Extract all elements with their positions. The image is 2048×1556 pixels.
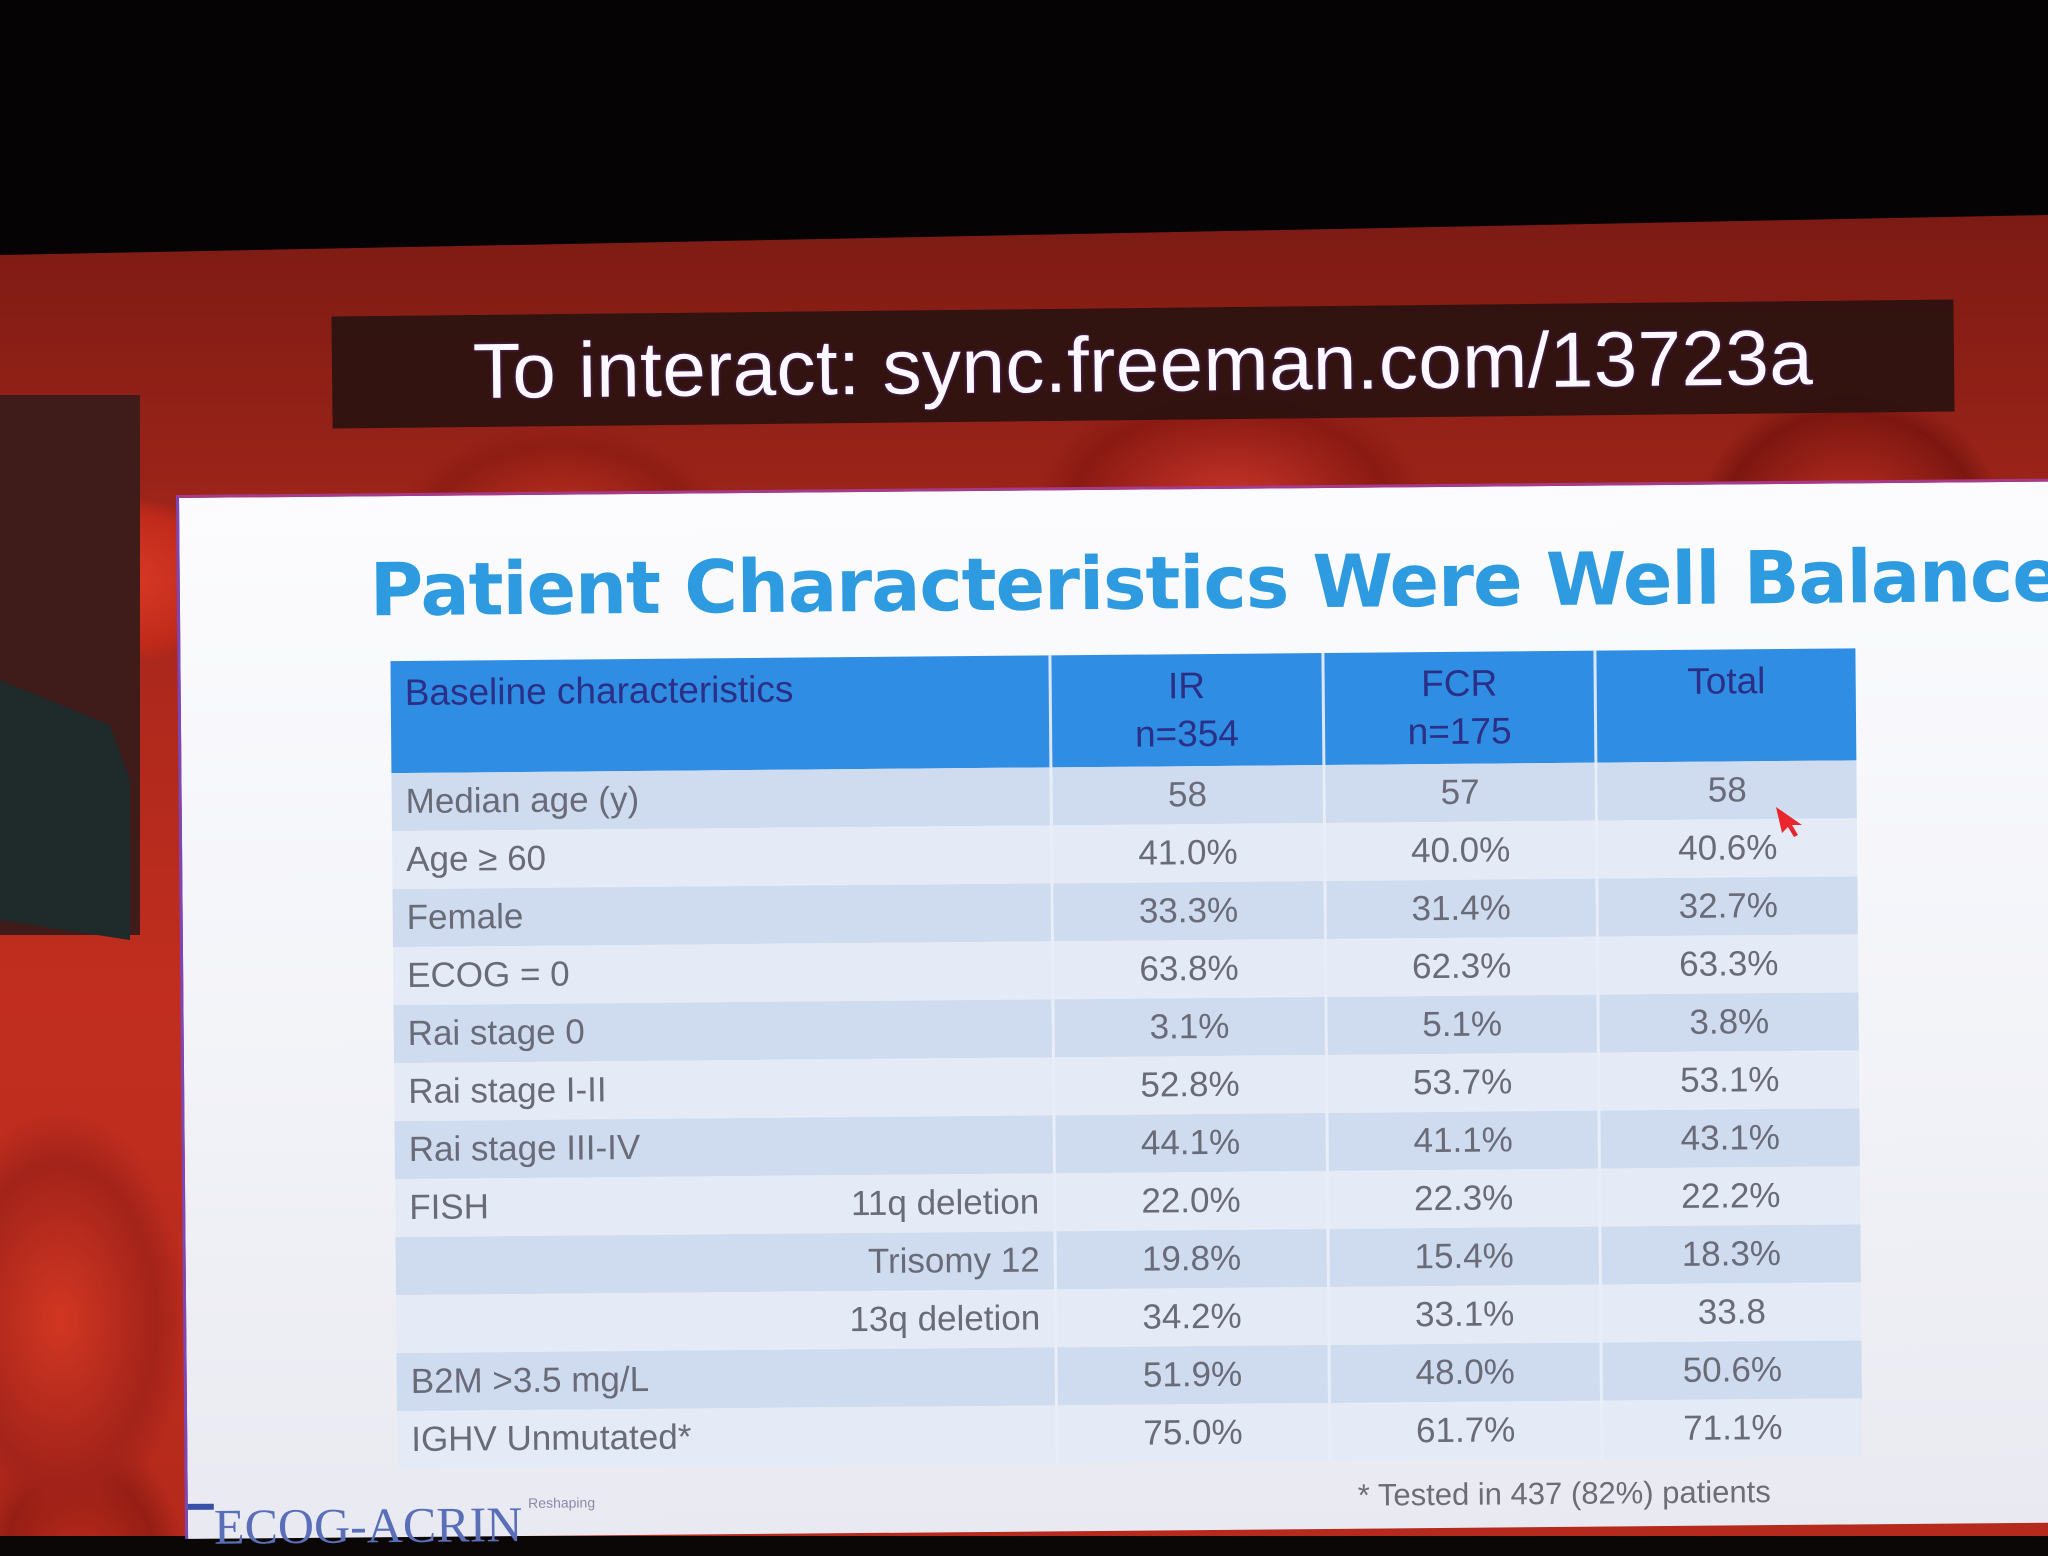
row-label: B2M >3.5 mg/L xyxy=(396,1347,1057,1412)
cell-fcr: 22.3% xyxy=(1327,1168,1601,1229)
cell-ir: 58 xyxy=(1050,764,1325,826)
interaction-url-text: To interact: sync.freeman.com/13723a xyxy=(472,312,1814,415)
row-label: Trisomy 12 xyxy=(395,1231,1056,1296)
column-header-fcr: FCR n=175 xyxy=(1322,650,1597,765)
cell-total: 22.2% xyxy=(1599,1166,1861,1227)
interaction-banner: To interact: sync.freeman.com/13723a xyxy=(331,299,1955,429)
cell-total: 50.6% xyxy=(1601,1340,1862,1401)
cell-fcr: 31.4% xyxy=(1324,878,1598,939)
row-label: Rai stage III-IV xyxy=(394,1115,1055,1180)
table-header-row: Baseline characteristics IR n=354 FCR n=… xyxy=(390,648,1857,774)
cell-ir: 44.1% xyxy=(1053,1112,1328,1174)
column-header-ir: IR n=354 xyxy=(1049,653,1324,768)
slide-title: Patient Characteristics Were Well Balanc… xyxy=(369,533,2048,634)
laser-pointer-icon xyxy=(1776,807,1802,837)
cell-total: 3.8% xyxy=(1598,992,1859,1053)
cell-total: 53.1% xyxy=(1598,1050,1860,1111)
ecog-acrin-logo: ECOG-ACRIN Reshaping xyxy=(187,1494,596,1556)
cell-total: 58 xyxy=(1596,760,1857,821)
cell-total: 40.6% xyxy=(1596,818,1858,879)
row-label: ECOG = 0 xyxy=(392,941,1053,1006)
cell-total: 32.7% xyxy=(1597,876,1858,937)
cell-fcr: 5.1% xyxy=(1325,994,1599,1055)
cell-fcr: 62.3% xyxy=(1325,936,1599,997)
column-header-total: Total xyxy=(1595,648,1857,763)
row-label: Age ≥ 60 xyxy=(391,825,1052,890)
cell-total: 71.1% xyxy=(1601,1398,1863,1459)
cell-ir: 51.9% xyxy=(1055,1344,1330,1406)
baseline-characteristics-table: Baseline characteristics IR n=354 FCR n=… xyxy=(390,648,1863,1470)
cell-fcr: 53.7% xyxy=(1326,1052,1600,1113)
cell-total: 63.3% xyxy=(1597,934,1859,995)
cell-ir: 19.8% xyxy=(1054,1228,1329,1290)
row-label: Rai stage 0 xyxy=(393,999,1054,1064)
row-label: IGHV Unmutated* xyxy=(397,1405,1057,1470)
cell-ir: 41.0% xyxy=(1051,822,1325,884)
cell-total: 33.8 xyxy=(1600,1282,1862,1343)
logo-mark-icon xyxy=(187,1503,214,1510)
cell-fcr: 61.7% xyxy=(1329,1400,1603,1461)
cell-total: 18.3% xyxy=(1600,1224,1861,1285)
cell-ir: 3.1% xyxy=(1052,996,1327,1058)
cell-ir: 34.2% xyxy=(1055,1286,1329,1348)
cell-ir: 52.8% xyxy=(1053,1054,1327,1116)
cell-ir: 22.0% xyxy=(1054,1170,1328,1232)
cell-fcr: 48.0% xyxy=(1328,1342,1602,1403)
column-header-baseline: Baseline characteristics xyxy=(390,655,1051,774)
cell-ir: 33.3% xyxy=(1051,880,1326,942)
cell-fcr: 40.0% xyxy=(1324,820,1598,881)
dark-room-top xyxy=(0,0,2048,255)
cell-fcr: 15.4% xyxy=(1327,1226,1601,1287)
row-label: FISH 11q deletion xyxy=(394,1173,1055,1238)
row-label: 13q deletion xyxy=(395,1289,1056,1354)
footnote: * Tested in 437 (82%) patients xyxy=(1357,1474,1771,1513)
row-label: Median age (y) xyxy=(391,767,1052,832)
cell-total: 43.1% xyxy=(1599,1108,1860,1169)
cell-fcr: 57 xyxy=(1323,762,1597,823)
cell-fcr: 41.1% xyxy=(1326,1110,1600,1171)
cell-fcr: 33.1% xyxy=(1328,1284,1602,1345)
cell-ir: 63.8% xyxy=(1052,938,1326,1000)
cell-ir: 75.0% xyxy=(1056,1402,1330,1464)
table-row: IGHV Unmutated* 75.0% 61.7% 71.1% xyxy=(397,1398,1863,1470)
row-label: Rai stage I-II xyxy=(393,1057,1054,1122)
row-label: Female xyxy=(392,883,1053,948)
slide-content: Patient Characteristics Were Well Balanc… xyxy=(176,478,2048,1555)
